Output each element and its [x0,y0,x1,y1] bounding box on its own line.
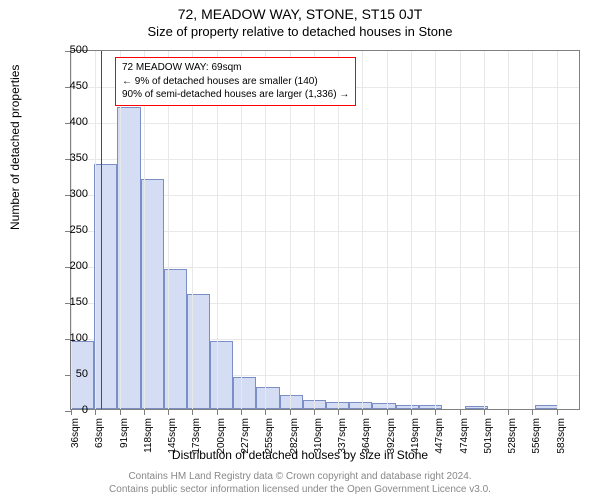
y-tick-label: 350 [38,152,88,164]
y-tick-label: 0 [38,404,88,416]
x-tick-mark [241,409,242,415]
histogram-bar [117,107,140,409]
footer-line-1: Contains HM Land Registry data © Crown c… [0,470,600,483]
x-tick-mark [557,409,558,415]
reference-line [101,51,102,409]
gridline-v [435,51,436,409]
gridline-h [71,123,579,124]
x-tick-mark [338,409,339,415]
x-tick-mark [484,409,485,415]
y-tick-label: 450 [38,80,88,92]
gridline-v [508,51,509,409]
y-tick-label: 400 [38,116,88,128]
chart-sub-title: Size of property relative to detached ho… [0,22,600,39]
gridline-v [362,51,363,409]
histogram-bar [94,164,117,409]
chart-main-title: 72, MEADOW WAY, STONE, ST15 0JT [0,0,600,22]
y-tick-label: 50 [38,368,88,380]
histogram-bar [372,403,395,409]
x-tick-mark [532,409,533,415]
gridline-v [411,51,412,409]
x-tick-mark [411,409,412,415]
x-tick-mark [265,409,266,415]
histogram-bar [396,405,419,409]
histogram-bar [210,341,233,409]
x-tick-mark [460,409,461,415]
x-tick-mark [435,409,436,415]
x-axis-label: Distribution of detached houses by size … [0,448,600,462]
annotation-box: 72 MEADOW WAY: 69sqm← 9% of detached hou… [115,57,356,106]
chart-footer: Contains HM Land Registry data © Crown c… [0,470,600,496]
gridline-v [95,51,96,409]
x-tick-mark [217,409,218,415]
gridline-v [484,51,485,409]
histogram-bar [187,294,210,409]
gridline-v [460,51,461,409]
x-tick-mark [120,409,121,415]
x-tick-mark [314,409,315,415]
footer-line-2: Contains public sector information licen… [0,483,600,496]
annotation-line: ← 9% of detached houses are smaller (140… [122,75,349,89]
histogram-bar [256,387,279,409]
histogram-bar [419,405,442,409]
y-tick-label: 200 [38,260,88,272]
annotation-line: 90% of semi-detached houses are larger (… [122,88,349,102]
x-tick-mark [362,409,363,415]
x-tick-mark [387,409,388,415]
x-tick-mark [95,409,96,415]
histogram-bar [535,405,558,409]
y-axis-label: Number of detached properties [8,65,22,230]
histogram-bar [349,402,372,409]
x-tick-mark [168,409,169,415]
y-tick-label: 150 [38,296,88,308]
gridline-v [557,51,558,409]
chart-plot-area: 72 MEADOW WAY: 69sqm← 9% of detached hou… [70,50,580,410]
annotation-line: 72 MEADOW WAY: 69sqm [122,61,349,75]
y-tick-label: 100 [38,332,88,344]
gridline-v [532,51,533,409]
gridline-v [387,51,388,409]
x-tick-mark [144,409,145,415]
histogram-bar [280,395,303,409]
x-tick-mark [290,409,291,415]
y-tick-label: 500 [38,44,88,56]
histogram-bar [233,377,256,409]
gridline-h [71,159,579,160]
y-tick-label: 300 [38,188,88,200]
x-tick-mark [192,409,193,415]
x-tick-mark [508,409,509,415]
y-tick-label: 250 [38,224,88,236]
